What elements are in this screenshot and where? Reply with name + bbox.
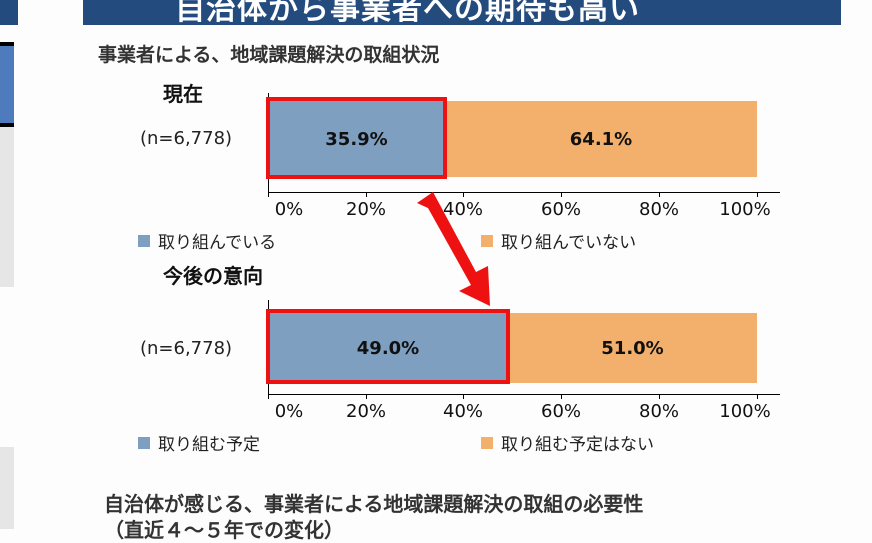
section-title: 事業者による、地域課題解決の取組状況 (98, 44, 440, 66)
tick-label: 80% (638, 401, 680, 422)
legend-label: 取り組む予定はない (501, 435, 654, 455)
tick (366, 192, 367, 197)
tick (366, 394, 367, 399)
highlight-box (266, 309, 510, 384)
tick-label: 100% (719, 199, 771, 220)
bar-segment-not-planned: 51.0% (508, 313, 757, 383)
x-axis (268, 394, 780, 395)
sample-size-label: (n=6,778) (140, 128, 233, 149)
bar-segment-not-engaged: 64.1% (445, 101, 757, 177)
tick (268, 192, 269, 197)
tick-label: 0% (274, 199, 304, 220)
slide-title: 自治体から事業者への期待も高い (175, 0, 640, 25)
slide-thumbnail-prev[interactable] (0, 0, 18, 25)
bar-segment-engaged: 35.9% (268, 101, 445, 177)
data-label: 51.0% (601, 337, 664, 359)
data-label: 64.1% (569, 128, 633, 150)
legend-item-planned: 取り組む予定 (138, 430, 260, 455)
legend-item-not-planned: 取り組む予定はない (481, 430, 654, 455)
tick-label: 20% (345, 199, 387, 220)
chart-label: 今後の意向 (163, 264, 263, 288)
tick-label: 60% (540, 199, 582, 220)
tick (463, 192, 464, 197)
tick (659, 394, 660, 399)
slide-thumbnail-current[interactable] (0, 42, 14, 127)
data-label: 49.0% (356, 337, 420, 359)
tick-label: 80% (638, 199, 680, 220)
tick (757, 192, 758, 197)
bar-segment-planned: 49.0% (268, 313, 508, 383)
slide-thumbnail-later[interactable] (0, 447, 14, 529)
slide-thumbnail-next[interactable] (0, 127, 14, 287)
tick (659, 192, 660, 197)
legend-swatch (138, 436, 150, 449)
red-arrow-icon (417, 192, 490, 306)
chart-label: 現在 (163, 82, 203, 106)
next-section-title: 自治体が感じる、事業者による地域課題解決の取組の必要性 (104, 492, 644, 516)
tick-label: 0% (274, 401, 304, 422)
highlight-box (266, 97, 447, 179)
x-axis (268, 192, 780, 193)
tick-label: 60% (540, 401, 582, 422)
tick (561, 394, 562, 399)
legend-swatch (481, 436, 493, 449)
data-label: 35.9% (325, 128, 388, 150)
tick-label: 40% (442, 401, 484, 422)
legend-label: 取り組んでいる (158, 233, 277, 253)
tick (463, 394, 464, 399)
legend-label: 取り組む予定 (158, 435, 260, 455)
tick (268, 394, 269, 399)
tick-label: 20% (345, 401, 387, 422)
legend-swatch (138, 234, 150, 247)
tick (561, 192, 562, 197)
legend-item-not-engaged: 取り組んでいない (481, 228, 636, 253)
tick-label: 100% (719, 401, 771, 422)
legend-swatch (481, 234, 493, 247)
sample-size-label: (n=6,778) (140, 338, 233, 359)
tick (757, 394, 758, 399)
legend-item-engaged: 取り組んでいる (138, 228, 276, 253)
slide-title-banner: 自治体から事業者への期待も高い (83, 0, 841, 25)
legend-label: 取り組んでいない (501, 233, 637, 253)
tick-label: 40% (442, 199, 484, 220)
